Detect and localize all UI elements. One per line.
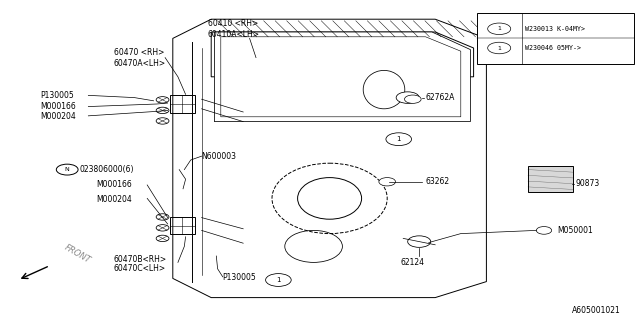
- Text: 1: 1: [276, 277, 281, 283]
- Polygon shape: [214, 32, 470, 122]
- Circle shape: [156, 118, 169, 124]
- Text: A605001021: A605001021: [572, 306, 621, 315]
- Circle shape: [386, 133, 412, 146]
- Text: P130005: P130005: [40, 91, 74, 100]
- Text: 60470C<LH>: 60470C<LH>: [114, 264, 166, 273]
- Polygon shape: [173, 19, 486, 298]
- Circle shape: [266, 274, 291, 286]
- Text: 90873: 90873: [576, 180, 600, 188]
- Text: M000204: M000204: [40, 112, 76, 121]
- Text: 62762A: 62762A: [426, 93, 455, 102]
- Circle shape: [156, 214, 169, 220]
- Bar: [170, 95, 195, 113]
- Circle shape: [156, 225, 169, 231]
- Circle shape: [408, 236, 431, 247]
- Text: 60470B<RH>: 60470B<RH>: [114, 255, 167, 264]
- Text: 023806000(6): 023806000(6): [80, 165, 134, 174]
- Text: P130005: P130005: [223, 273, 257, 282]
- Circle shape: [156, 107, 169, 114]
- Text: M000166: M000166: [40, 102, 76, 111]
- Text: N600003: N600003: [202, 152, 237, 161]
- Circle shape: [396, 92, 419, 103]
- Text: 1: 1: [396, 136, 401, 142]
- Text: 60470A<LH>: 60470A<LH>: [114, 59, 166, 68]
- Text: 60410 <RH>: 60410 <RH>: [208, 20, 259, 28]
- Text: W230046 05MY->: W230046 05MY->: [525, 45, 581, 51]
- Text: 1: 1: [497, 45, 501, 51]
- Circle shape: [404, 95, 421, 103]
- Text: 60470 <RH>: 60470 <RH>: [114, 48, 164, 57]
- Bar: [528, 166, 573, 192]
- Circle shape: [379, 178, 396, 186]
- Text: 63262: 63262: [426, 177, 450, 186]
- Text: M000204: M000204: [96, 195, 132, 204]
- Text: N: N: [65, 167, 70, 172]
- Text: FRONT: FRONT: [63, 243, 92, 266]
- Text: M000166: M000166: [96, 180, 132, 189]
- Bar: [477, 13, 634, 64]
- Text: 1: 1: [497, 26, 501, 31]
- Circle shape: [536, 227, 552, 234]
- Text: 60410A<LH>: 60410A<LH>: [208, 30, 260, 39]
- Circle shape: [156, 235, 169, 242]
- Text: M050001: M050001: [557, 226, 593, 235]
- Bar: [170, 217, 195, 235]
- Text: 62124: 62124: [401, 258, 425, 267]
- Circle shape: [156, 97, 169, 103]
- Text: W230013 K-04MY>: W230013 K-04MY>: [525, 26, 585, 32]
